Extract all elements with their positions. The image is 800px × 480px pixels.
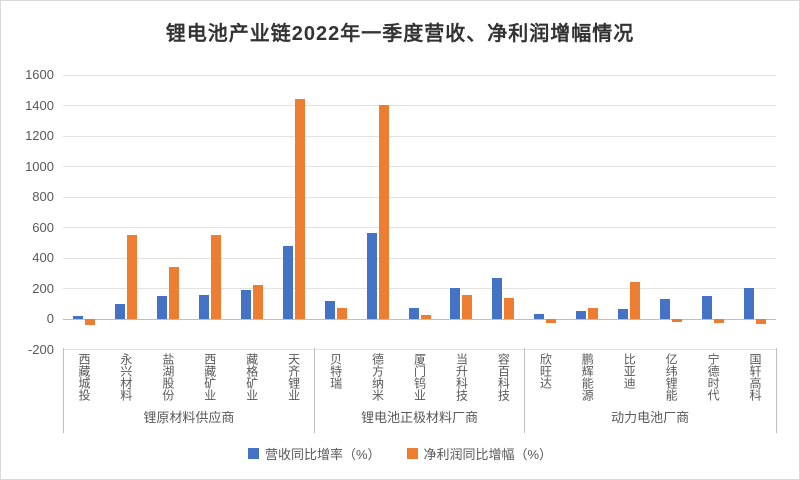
category-label: 亿纬锂能: [664, 353, 679, 401]
bar-revenue: [744, 288, 755, 319]
y-tick-label: 1000: [25, 158, 54, 174]
y-tick-label: 0: [46, 311, 54, 326]
bar-revenue: [198, 294, 209, 319]
chart-title: 锂电池产业链2022年一季度营收、净利润增幅情况: [165, 23, 635, 45]
bar-profit: [714, 319, 725, 323]
category-label: 德方纳米: [370, 353, 385, 401]
category-label: 比亚迪: [622, 353, 637, 389]
gridline: [63, 135, 776, 137]
bar-profit: [756, 319, 767, 325]
group-separator-line: [775, 347, 777, 433]
group-separator-line: [62, 347, 64, 433]
gridline: [63, 196, 776, 198]
gridline: [63, 105, 776, 106]
bar-profit: [210, 235, 221, 319]
bar-revenue: [534, 313, 545, 319]
bar-revenue: [702, 295, 713, 319]
y-tick-label: 1200: [25, 128, 54, 143]
bar-revenue: [408, 308, 419, 319]
category-label: 欣旺达: [538, 353, 553, 389]
y-tick-label: 200: [32, 280, 54, 296]
bar-profit: [588, 308, 599, 319]
bar-profit: [462, 294, 473, 319]
category-label: 容百科技: [496, 353, 511, 401]
bar-revenue: [282, 245, 293, 319]
x-axis-line: [63, 318, 776, 320]
legend-swatch-icon: [406, 448, 418, 459]
gridline: [63, 349, 776, 350]
legend-label: 净利润同比增幅（%）: [423, 447, 553, 462]
legend: 营收同比增率（%） 净利润同比增幅（%）: [1, 444, 799, 463]
legend-item-revenue: 营收同比增率（%）: [247, 444, 381, 463]
bar-profit: [546, 319, 557, 323]
bar-profit: [336, 307, 347, 319]
bar-revenue: [240, 290, 251, 319]
bar-revenue: [156, 295, 167, 319]
gridline: [63, 257, 776, 259]
y-tick-label: 800: [32, 189, 54, 204]
bar-profit: [630, 282, 641, 319]
category-label: 永兴材料: [118, 353, 133, 401]
category-label: 藏格矿业: [244, 353, 259, 401]
category-label: 天齐锂业: [286, 353, 301, 401]
bar-profit: [672, 319, 683, 322]
bar-revenue: [366, 233, 377, 319]
bar-revenue: [492, 277, 503, 319]
category-label: 西藏矿业: [202, 353, 217, 401]
bar-revenue: [576, 310, 587, 319]
y-tick-label: 1400: [25, 97, 54, 113]
gridline: [63, 166, 776, 167]
gridline: [63, 227, 776, 228]
y-tick-label: -200: [27, 341, 54, 357]
category-label: 鹏辉能源: [580, 353, 595, 401]
gridline: [63, 288, 776, 289]
category-label: 国轩高科: [748, 353, 763, 401]
bar-profit: [294, 99, 305, 319]
bar-profit: [252, 285, 263, 319]
legend-swatch-icon: [247, 448, 259, 459]
bar-revenue: [72, 315, 83, 319]
y-tick-label: 1600: [25, 67, 54, 82]
bar-profit: [168, 267, 179, 319]
bar-revenue: [660, 299, 671, 319]
group-label: 锂原材料供应商: [143, 410, 235, 425]
bar-profit: [378, 105, 389, 319]
gridline: [63, 74, 776, 76]
bar-profit: [504, 297, 515, 319]
group-separator-line: [314, 347, 316, 433]
category-label: 西藏城投: [76, 353, 91, 401]
y-tick-label: 600: [32, 219, 54, 235]
bar-revenue: [618, 309, 629, 319]
category-label: 宁德时代: [706, 353, 721, 401]
category-label: 厦门钨业: [412, 353, 427, 401]
bar-profit: [420, 315, 431, 319]
category-label: 贝特瑞: [328, 353, 343, 389]
category-label: 盐湖股份: [160, 353, 175, 401]
y-tick-label: 400: [32, 250, 54, 265]
bar-revenue: [324, 300, 335, 319]
bar-revenue: [114, 303, 125, 319]
category-label: 当升科技: [454, 353, 469, 401]
group-label: 动力电池厂商: [611, 410, 690, 425]
group-separator-line: [523, 347, 525, 433]
legend-item-profit: 净利润同比增幅（%）: [406, 444, 553, 463]
legend-label: 营收同比增率（%）: [264, 447, 381, 462]
group-label: 锂电池正极材料厂商: [360, 410, 478, 425]
bar-revenue: [450, 287, 461, 319]
bar-profit: [126, 235, 137, 319]
bar-profit: [84, 319, 95, 326]
